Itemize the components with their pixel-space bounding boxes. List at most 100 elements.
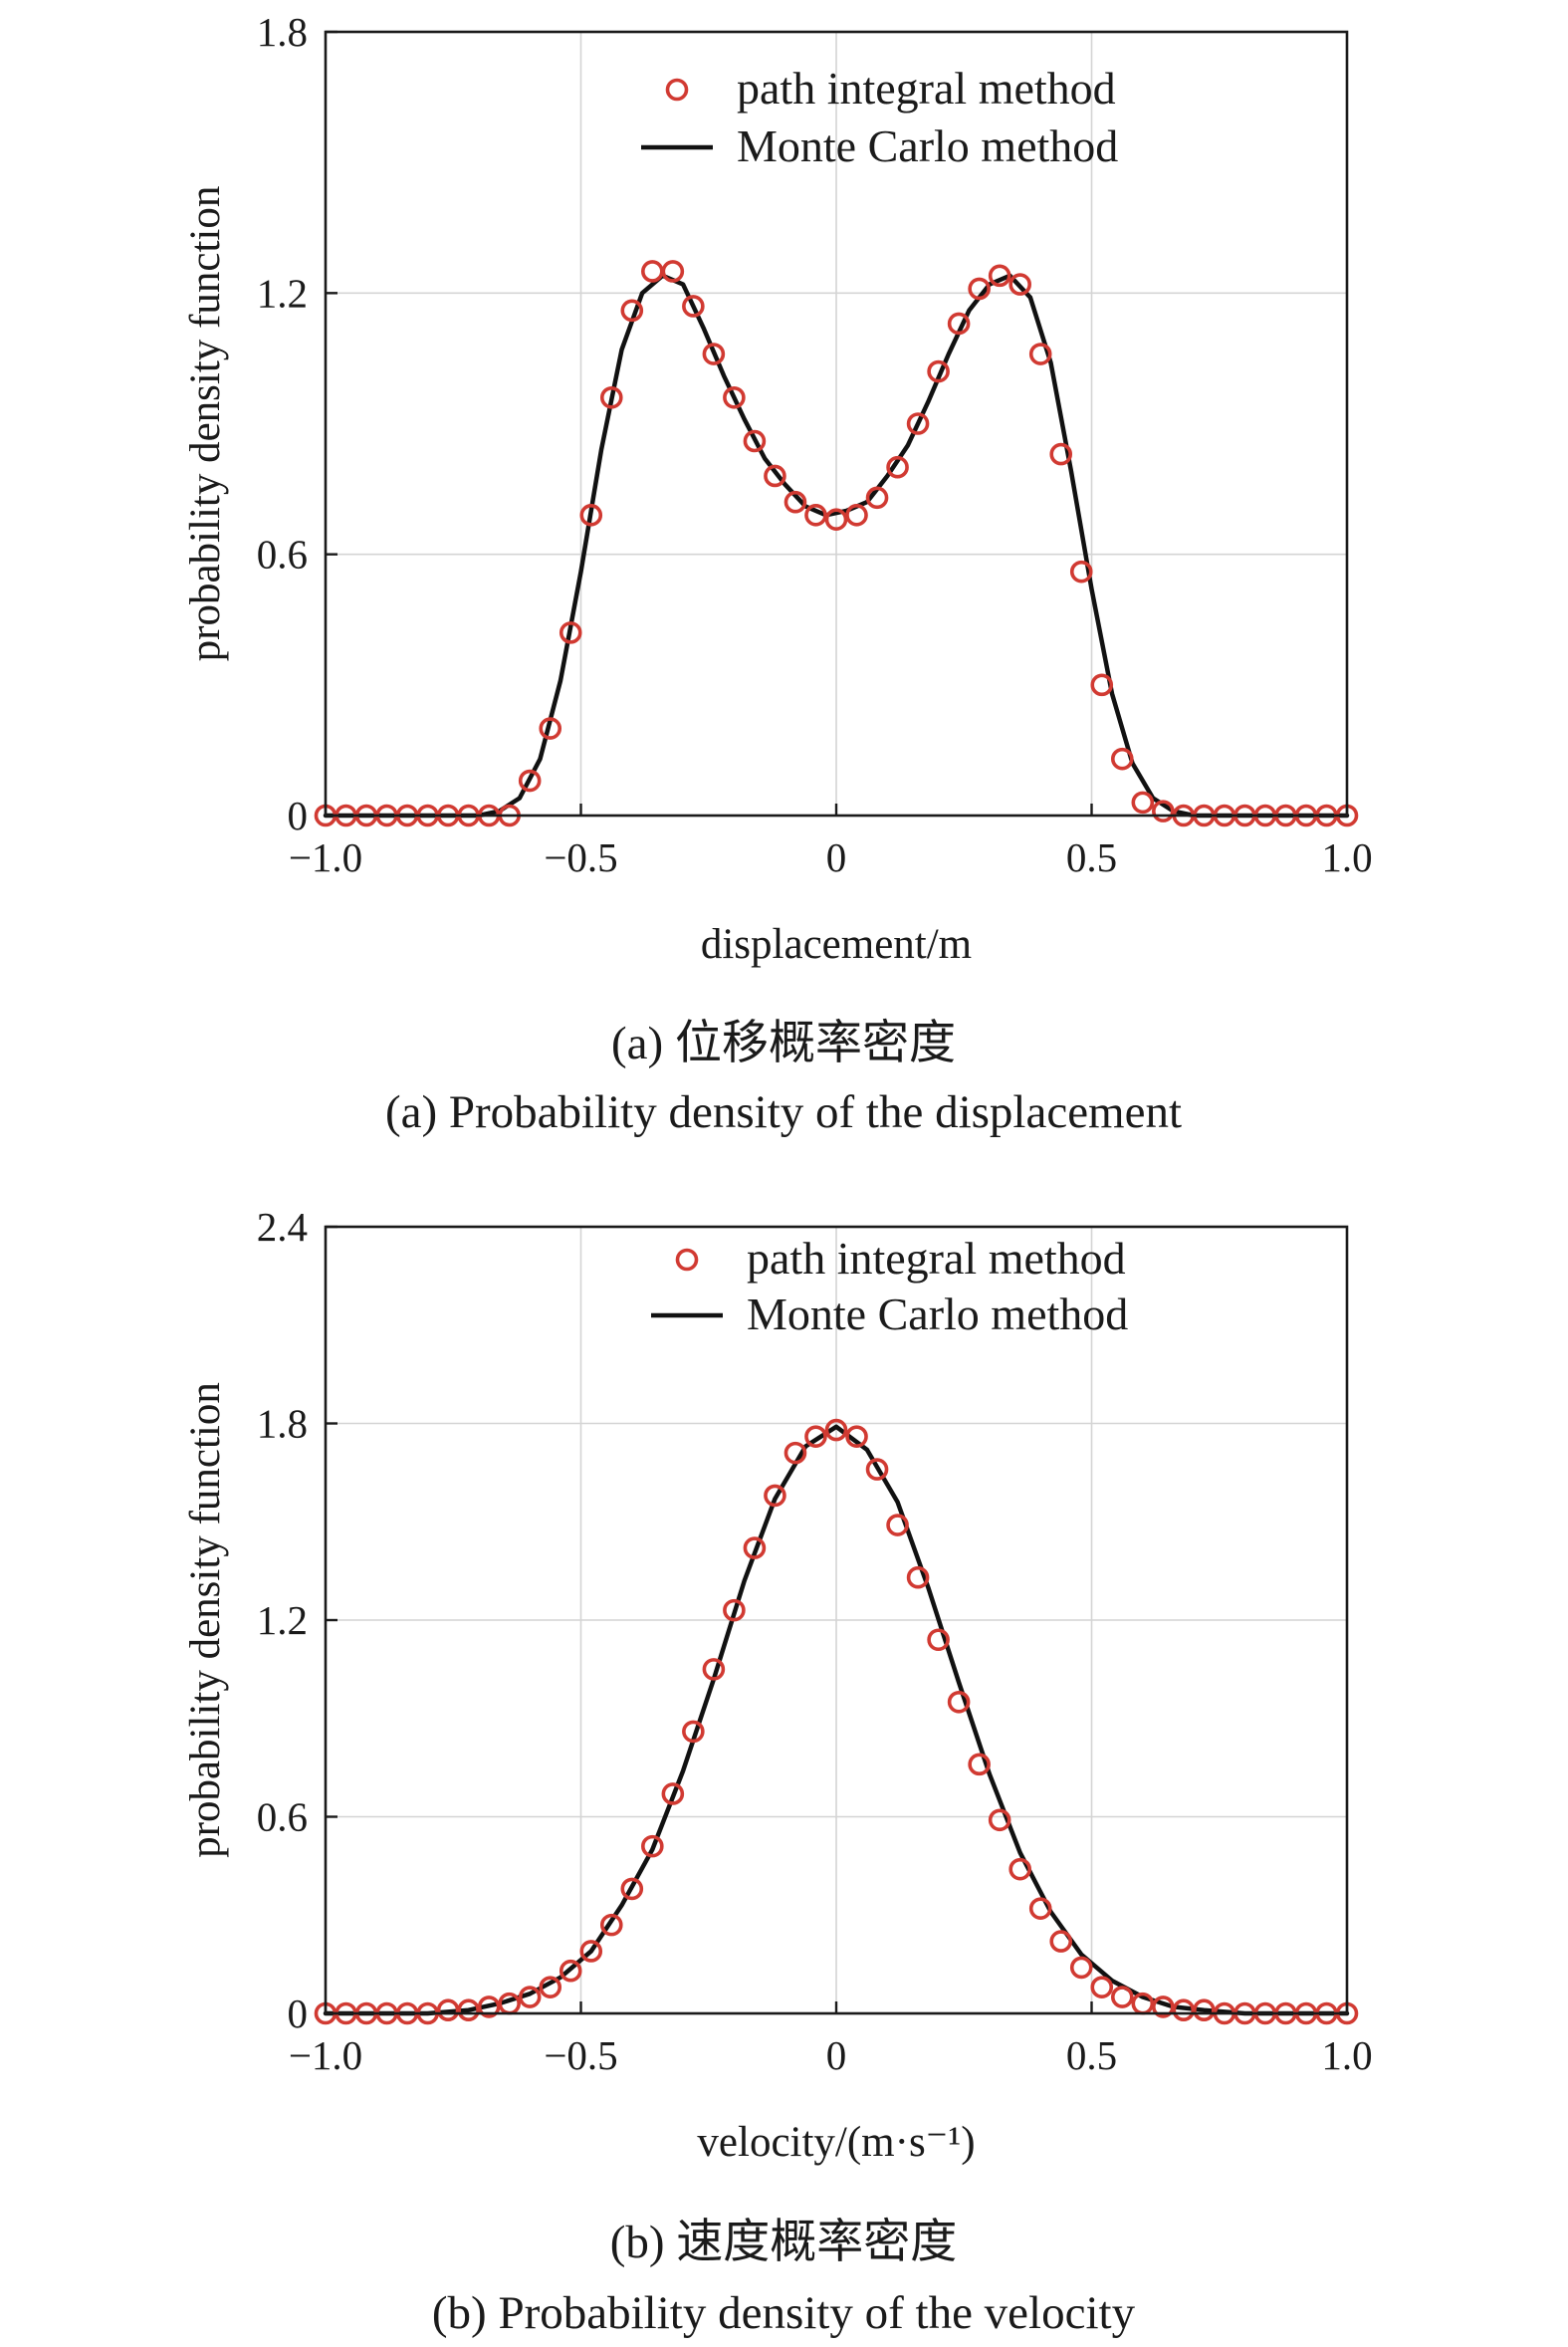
data-point-path-integral (845, 1425, 868, 1448)
data-point-path-integral (947, 1690, 971, 1714)
data-point-path-integral (702, 1658, 726, 1681)
caption-english: (b) Probability density of the velocity (432, 2287, 1136, 2339)
data-point-path-integral (620, 299, 644, 323)
y-tick-label: 1.8 (257, 1401, 308, 1447)
series-line-monte-carlo (323, 273, 1350, 819)
y-tick-label: 2.4 (257, 1204, 308, 1250)
y-axis-label: probability density function (182, 1382, 229, 1858)
data-point-path-integral (886, 455, 909, 479)
legend-label-monte-carlo: Monte Carlo method (737, 120, 1118, 171)
data-point-path-integral (804, 504, 827, 527)
data-point-path-integral (845, 504, 868, 527)
y-tick-label: 0 (288, 793, 309, 838)
y-axis-label: probability density function (182, 186, 229, 662)
data-point-path-integral (906, 412, 930, 435)
data-point-path-integral (824, 508, 848, 531)
tick-layer: −1.0 −0.5 0 0.5 1.0 0 0.6 1.2 1.8 2.4 (257, 1204, 1373, 2078)
chart-panel-displacement: −1.0 −0.5 0 0.5 1.0 0 0.6 1.2 1.8 displacement/m… (182, 9, 1373, 1138)
data-point-path-integral (661, 260, 685, 283)
data-point-path-integral (559, 1959, 582, 1983)
legend-label-path-integral: path integral method (747, 1233, 1126, 1284)
legend-label-path-integral: path integral method (737, 63, 1116, 114)
data-point-path-integral (988, 264, 1011, 288)
caption-english: (a) Probability density of the displacem… (385, 1086, 1182, 1138)
data-point-path-integral (906, 1565, 930, 1589)
x-tick-label: 1.0 (1321, 2032, 1372, 2078)
data-point-path-integral (1090, 1976, 1114, 1998)
data-point-path-integral (927, 1628, 950, 1652)
y-tick-label: 0 (288, 1991, 309, 2036)
data-point-path-integral (824, 1418, 848, 1442)
data-point-path-integral (988, 1808, 1011, 1832)
x-tick-label: −0.5 (544, 834, 617, 880)
data-point-path-integral (559, 621, 582, 644)
data-point-path-integral (1049, 442, 1073, 466)
gridlines (326, 32, 1347, 816)
legend: path integral method Monte Carlo method (651, 1233, 1128, 1339)
data-point-path-integral (968, 1753, 991, 1776)
tick-layer: −1.0 −0.5 0 0.5 1.0 0 0.6 1.2 1.8 (257, 9, 1373, 880)
data-point-path-integral (1131, 791, 1155, 815)
x-tick-label: −1.0 (289, 2032, 362, 2078)
data-point-path-integral (1193, 1998, 1216, 2022)
data-point-path-integral (457, 1998, 480, 2022)
caption-chinese: (b) 速度概率密度 (610, 2217, 958, 2268)
x-tick-label: 0.5 (1066, 2032, 1117, 2078)
chart-panel-velocity: −1.0 −0.5 0 0.5 1.0 0 0.6 1.2 1.8 2.4 velocity/(m… (182, 1204, 1373, 2339)
x-tick-label: −1.0 (289, 834, 362, 880)
y-tick-label: 0.6 (257, 1794, 308, 1840)
data-point-path-integral (1110, 1986, 1134, 2008)
data-point-path-integral (579, 504, 603, 527)
data-point-path-integral (539, 1976, 562, 1998)
gridlines (326, 1227, 1347, 2013)
data-point-path-integral (764, 1484, 786, 1508)
data-point-path-integral (579, 1940, 603, 1963)
x-tick-label: 0.5 (1066, 834, 1117, 880)
data-point-path-integral (743, 429, 767, 453)
series-line-monte-carlo (323, 1424, 1350, 2016)
data-point-path-integral (599, 385, 623, 409)
data-point-path-integral (641, 260, 664, 283)
data-point-path-integral (599, 1913, 623, 1937)
x-axis-label: displacement/m (701, 921, 972, 968)
data-point-path-integral (865, 1458, 889, 1481)
x-tick-label: −0.5 (544, 2032, 617, 2078)
data-point-path-integral (539, 717, 562, 740)
x-tick-label: 0 (826, 2032, 847, 2078)
data-point-path-integral (1028, 343, 1052, 365)
caption-chinese: (a) 位移概率密度 (611, 1018, 956, 1069)
x-tick-label: 0 (826, 834, 847, 880)
data-point-path-integral (784, 1441, 807, 1465)
data-point-path-integral (723, 1598, 746, 1622)
data-point-path-integral (927, 359, 950, 383)
data-point-path-integral (1028, 1897, 1052, 1920)
data-point-path-integral (1152, 800, 1175, 822)
data-point-path-integral (1090, 673, 1114, 697)
data-point-path-integral (1008, 273, 1031, 296)
data-point-path-integral (886, 1514, 909, 1536)
data-point-path-integral (1110, 747, 1134, 771)
series-layer (314, 260, 1359, 827)
y-tick-label: 0.6 (257, 532, 308, 578)
data-point-path-integral (620, 1877, 644, 1901)
data-point-path-integral (784, 490, 807, 514)
data-point-path-integral (743, 1536, 767, 1559)
data-point-path-integral (1069, 1956, 1093, 1980)
data-point-path-integral (477, 1995, 501, 2018)
y-tick-label: 1.2 (257, 270, 308, 316)
data-point-path-integral (1008, 1857, 1031, 1881)
y-tick-label: 1.8 (257, 9, 308, 55)
data-point-path-integral (682, 295, 705, 318)
data-point-path-integral (1069, 560, 1093, 584)
data-point-path-integral (804, 1425, 827, 1448)
data-point-path-integral (518, 1986, 542, 2008)
legend: path integral method Monte Carlo method (641, 63, 1118, 171)
data-point-path-integral (661, 1782, 685, 1805)
legend-marker-path-integral (675, 1248, 699, 1272)
legend-marker-path-integral (665, 78, 689, 102)
legend-label-monte-carlo: Monte Carlo method (747, 1289, 1128, 1339)
data-point-path-integral (1049, 1930, 1073, 1953)
data-point-path-integral (641, 1834, 664, 1858)
x-tick-label: 1.0 (1321, 834, 1372, 880)
